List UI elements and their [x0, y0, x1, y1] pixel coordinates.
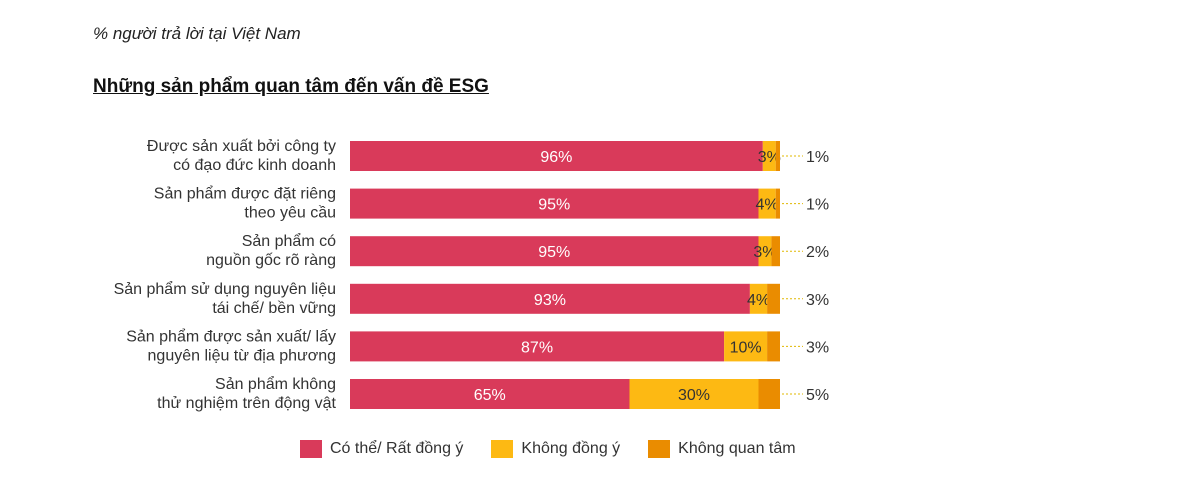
category-label: Sản phẩm được đặt riêng theo yêu cầu	[154, 185, 336, 222]
chart-title: Những sản phẩm quan tâm đến vấn đề ESG	[93, 76, 489, 97]
data-label: 2%	[806, 244, 829, 261]
legend-swatch	[491, 440, 514, 458]
bar-segment-1	[350, 331, 725, 362]
bar-segment-2	[749, 283, 768, 314]
data-label: 96%	[540, 149, 572, 166]
chart-legend: Có thể/ Rất đồng ý Không đồng ý Không quan…	[300, 440, 824, 458]
bar-segment-2	[758, 236, 772, 267]
category-label: Được sản xuất bởi công ty có đạo đức kinh…	[147, 138, 336, 174]
bar-segment-2	[629, 379, 759, 409]
bar-segment-1	[350, 236, 759, 267]
bar-segment-3	[767, 283, 780, 314]
legend-item: Có thể/ Rất đồng ý	[300, 440, 463, 458]
bar-segment-1	[350, 283, 750, 314]
bar-segment-1	[350, 188, 759, 219]
category-label: Sản phẩm có nguồn gốc rõ ràng	[206, 232, 336, 269]
data-label: 93%	[534, 292, 566, 309]
data-label: 3%	[758, 149, 781, 166]
bar-segment-2	[724, 331, 768, 362]
bar-segment-2	[762, 141, 776, 171]
bar-segment-3	[758, 379, 780, 409]
legend-label: Không đồng ý	[521, 440, 621, 457]
category-label: Sản phẩm sử dụng nguyên liệu tái chế/ bền…	[114, 280, 336, 317]
data-label: 95%	[538, 244, 570, 261]
chart-subtitle: % người trả lời tại Việt Nam	[93, 24, 301, 43]
stacked-bar-chart: Được sản xuất bởi công ty có đạo đức kinh…	[114, 138, 830, 412]
data-label: 4%	[756, 197, 779, 214]
data-label: 3%	[806, 292, 829, 309]
legend-swatch	[648, 440, 671, 458]
bar-segment-3	[775, 141, 780, 171]
data-label: 5%	[806, 387, 829, 404]
data-label: 65%	[474, 387, 506, 404]
data-label: 95%	[538, 197, 570, 214]
category-label: Sản phẩm không thử nghiệm trên động vật	[157, 375, 336, 412]
data-label: 4%	[747, 292, 770, 309]
bar-segment-3	[767, 331, 780, 362]
data-label: 10%	[730, 339, 762, 356]
data-label: 1%	[806, 149, 829, 166]
bar-segment-1	[350, 379, 630, 409]
legend-label: Có thể/ Rất đồng ý	[330, 440, 464, 457]
category-label: Sản phẩm được sản xuất/ lấy nguyên liệu t…	[126, 327, 336, 364]
data-label: 87%	[521, 339, 553, 356]
data-label: 3%	[806, 339, 829, 356]
data-label: 3%	[753, 244, 776, 261]
bar-segment-1	[350, 141, 763, 171]
legend-label: Không quan tâm	[678, 440, 796, 457]
bar-segment-2	[758, 188, 776, 219]
data-label: 30%	[678, 387, 710, 404]
bar-segment-3	[771, 236, 780, 267]
data-label: 1%	[806, 197, 829, 214]
legend-item: Không đồng ý	[491, 440, 620, 458]
bar-segment-3	[775, 188, 780, 219]
legend-swatch	[300, 440, 322, 458]
legend-item: Không quan tâm	[648, 440, 796, 458]
